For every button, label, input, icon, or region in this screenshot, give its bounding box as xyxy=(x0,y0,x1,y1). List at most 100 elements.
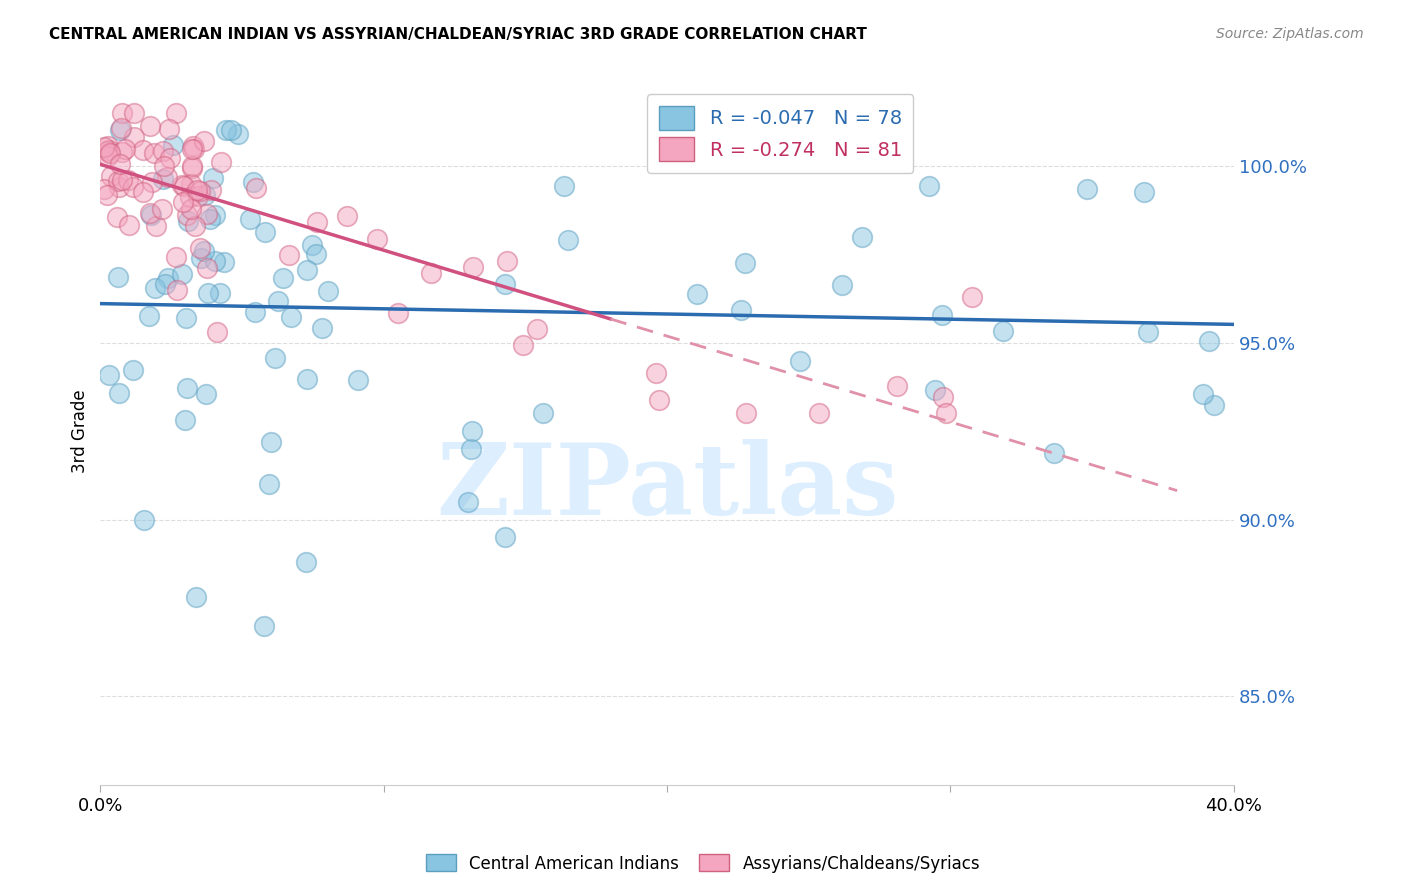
Point xyxy=(886,379,908,393)
Point xyxy=(734,255,756,269)
Point xyxy=(735,406,758,420)
Point xyxy=(924,383,946,397)
Point xyxy=(305,214,328,228)
Point xyxy=(107,269,129,284)
Point xyxy=(226,127,249,141)
Point xyxy=(98,143,121,157)
Point xyxy=(204,208,226,222)
Point xyxy=(159,122,181,136)
Point xyxy=(114,142,136,156)
Point xyxy=(1133,186,1156,200)
Point xyxy=(419,267,441,281)
Point xyxy=(165,105,187,120)
Legend: R = -0.047   N = 78, R = -0.274   N = 81: R = -0.047 N = 78, R = -0.274 N = 81 xyxy=(647,95,914,173)
Point xyxy=(132,512,155,526)
Point xyxy=(215,123,238,137)
Point xyxy=(531,406,554,420)
Point xyxy=(162,138,184,153)
Point xyxy=(96,145,118,159)
Point xyxy=(278,248,301,262)
Point xyxy=(143,146,166,161)
Point xyxy=(461,424,484,438)
Point xyxy=(172,267,194,281)
Point xyxy=(730,303,752,318)
Point xyxy=(200,183,222,197)
Point xyxy=(245,305,267,319)
Point xyxy=(172,178,194,193)
Point xyxy=(187,188,209,202)
Point xyxy=(97,138,120,153)
Point xyxy=(153,159,176,173)
Point xyxy=(131,143,153,157)
Text: ZIPatlas: ZIPatlas xyxy=(436,439,898,536)
Point xyxy=(132,186,155,200)
Point xyxy=(494,530,516,544)
Point xyxy=(152,172,174,186)
Point xyxy=(245,180,267,194)
Point xyxy=(138,120,160,134)
Point xyxy=(110,123,132,137)
Point xyxy=(190,251,212,265)
Point xyxy=(180,177,202,191)
Point xyxy=(1202,398,1225,412)
Text: CENTRAL AMERICAN INDIAN VS ASSYRIAN/CHALDEAN/SYRIAC 3RD GRADE CORRELATION CHART: CENTRAL AMERICAN INDIAN VS ASSYRIAN/CHAL… xyxy=(49,27,868,42)
Point xyxy=(1191,386,1213,401)
Point xyxy=(141,175,163,189)
Point xyxy=(295,372,318,386)
Point xyxy=(122,129,145,144)
Point xyxy=(176,208,198,222)
Point xyxy=(831,277,853,292)
Point xyxy=(960,290,983,304)
Legend: Central American Indians, Assyrians/Chaldeans/Syriacs: Central American Indians, Assyrians/Chal… xyxy=(419,847,987,880)
Point xyxy=(935,406,957,420)
Point xyxy=(174,311,197,326)
Point xyxy=(180,202,202,217)
Point xyxy=(301,238,323,252)
Point xyxy=(172,194,194,209)
Point xyxy=(195,207,218,221)
Point xyxy=(176,381,198,395)
Point xyxy=(181,159,204,173)
Point xyxy=(97,368,120,382)
Point xyxy=(153,277,176,292)
Point xyxy=(108,385,131,400)
Point xyxy=(1076,182,1098,196)
Point xyxy=(139,208,162,222)
Point xyxy=(197,286,219,301)
Point xyxy=(202,170,225,185)
Point xyxy=(242,175,264,189)
Point xyxy=(138,309,160,323)
Point xyxy=(111,145,134,159)
Point xyxy=(111,105,134,120)
Point xyxy=(152,145,174,159)
Point xyxy=(311,321,333,335)
Point xyxy=(931,308,953,322)
Point xyxy=(494,277,516,291)
Point xyxy=(156,270,179,285)
Point xyxy=(648,392,671,407)
Point xyxy=(105,210,128,224)
Point xyxy=(686,286,709,301)
Point xyxy=(96,187,118,202)
Point xyxy=(181,139,204,153)
Point xyxy=(496,254,519,268)
Point xyxy=(165,250,187,264)
Point xyxy=(336,209,359,223)
Point xyxy=(271,271,294,285)
Point xyxy=(295,555,318,569)
Point xyxy=(198,212,221,227)
Point xyxy=(188,240,211,254)
Point xyxy=(110,121,132,136)
Point xyxy=(239,211,262,226)
Point xyxy=(145,219,167,233)
Point xyxy=(280,310,302,324)
Point xyxy=(1136,326,1159,340)
Point xyxy=(193,135,215,149)
Point xyxy=(991,325,1014,339)
Point xyxy=(918,179,941,194)
Point xyxy=(366,231,388,245)
Point xyxy=(209,286,232,301)
Point xyxy=(260,435,283,450)
Point xyxy=(188,184,211,198)
Point xyxy=(316,284,339,298)
